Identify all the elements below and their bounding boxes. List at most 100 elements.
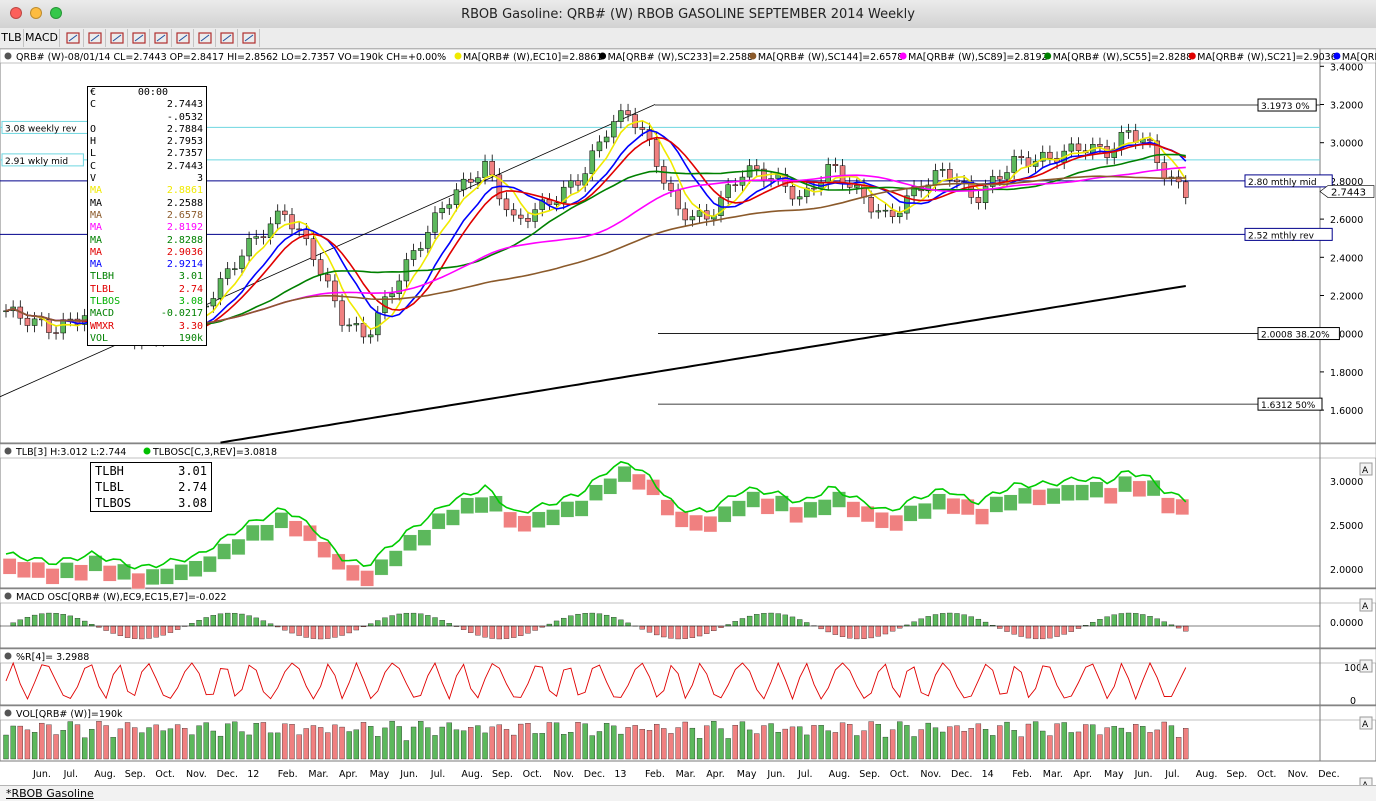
macd-bar (1133, 613, 1138, 626)
macd-bar (976, 619, 981, 626)
macd-pane-toggle-icon[interactable] (5, 593, 12, 600)
x-axis-label: Apr. (706, 769, 725, 780)
macd-bar (833, 626, 838, 635)
chart-type-icon[interactable] (128, 29, 150, 47)
volume-bar (869, 722, 874, 759)
object-icon[interactable] (238, 29, 260, 47)
volume-bar (404, 741, 409, 759)
vol-pane-toggle-icon[interactable] (5, 710, 12, 717)
volume-bar (840, 723, 845, 759)
wr-tick-label: 0 (1350, 696, 1356, 707)
x-axis-label: Feb. (645, 769, 665, 780)
title-icon[interactable] (194, 29, 216, 47)
macd-bar (640, 626, 645, 629)
x-axis-label: Sep. (1226, 769, 1247, 780)
tlb-pane-toggle-icon[interactable] (5, 448, 12, 455)
fork-icon[interactable] (216, 29, 238, 47)
macd-bar (189, 623, 194, 626)
data-window-header: € 00:00 (88, 87, 206, 99)
chart-tab[interactable]: *RBOB Gasoline (6, 787, 94, 800)
chart-window-icon[interactable] (150, 29, 172, 47)
crosshair-icon[interactable] (62, 29, 84, 47)
volume-bar (461, 731, 466, 759)
volume-bar (890, 730, 895, 759)
tlb-block (17, 562, 30, 578)
alert-bell-icon[interactable] (172, 29, 194, 47)
level-label: 2.52 mthly rev (1248, 231, 1315, 241)
tlb-block (1033, 490, 1046, 506)
macd-bar (247, 616, 252, 626)
x-axis-label: Oct. (1257, 769, 1276, 780)
wr-pane-toggle-icon[interactable] (5, 653, 12, 660)
x-axis-label: Mar. (1043, 769, 1063, 780)
macd-bar (826, 626, 831, 632)
zoom-icon[interactable] (106, 29, 128, 47)
data-window-header-time: 00:00 (138, 87, 168, 99)
macd-bar (1148, 616, 1153, 626)
macd-button[interactable]: MACD (24, 29, 60, 47)
macd-bar (1047, 626, 1052, 638)
macd-bar (25, 617, 30, 626)
main-pane-toggle-icon[interactable] (5, 53, 12, 60)
candle-body (518, 215, 523, 218)
data-window-value: 2.7953 (167, 136, 203, 148)
volume-bar (576, 722, 581, 759)
window-titlebar: RBOB Gasoline: QRB# (W) RBOB GASOLINE SE… (0, 0, 1376, 29)
x-axis-label: Nov. (1288, 769, 1309, 780)
data-window-key: MA (90, 222, 102, 234)
macd-bar (61, 614, 66, 626)
bar-style-icon[interactable] (84, 29, 106, 47)
tlb-block (218, 544, 231, 560)
volume-bar (82, 738, 87, 759)
candle-body (211, 298, 216, 306)
macd-bar (683, 626, 688, 639)
tlb-block (918, 503, 931, 519)
macd-bar (940, 613, 945, 626)
macd-bar (397, 614, 402, 626)
macd-bar (468, 626, 473, 633)
volume-bar (118, 729, 123, 759)
macd-bar (1069, 626, 1074, 632)
macd-bar (1005, 626, 1010, 632)
volume-bar (497, 725, 502, 759)
wr-pane-header-bar (0, 649, 1376, 663)
volume-bar (804, 735, 809, 759)
volume-bar (797, 727, 802, 759)
volume-bar (668, 733, 673, 759)
macd-bar (232, 613, 237, 626)
data-window-value: -.0532 (167, 112, 203, 124)
status-bar: *RBOB Gasoline (0, 785, 1376, 801)
candle-body (461, 179, 466, 190)
x-axis-label: May (370, 769, 390, 780)
volume-bar (1119, 728, 1124, 759)
tlb-box-key: TLBH (95, 463, 124, 479)
macd-bar (325, 626, 330, 639)
volume-bar (554, 723, 559, 759)
macd-tick-label: 0.0000 (1330, 618, 1363, 629)
volume-bar (197, 726, 202, 759)
volume-bar (597, 731, 602, 759)
tlb-block (203, 556, 216, 572)
volume-bar (1126, 732, 1131, 759)
x-axis-label: Jul. (63, 769, 78, 780)
ma-legend-dot (1044, 53, 1051, 60)
data-window-value: 2.7443 (167, 99, 203, 111)
macd-bar (890, 626, 895, 631)
volume-bar (704, 726, 709, 759)
volume-bar (218, 736, 223, 759)
data-window-value: 3.01 (179, 271, 203, 283)
tlb-block (933, 494, 946, 510)
tlb-button[interactable]: TLB (0, 29, 24, 47)
x-axis-label: Apr. (339, 769, 358, 780)
candle-body (1012, 156, 1017, 172)
tlbosc-legend-dot (144, 448, 151, 455)
volume-bar (547, 722, 552, 759)
tlb-block (75, 565, 88, 581)
candle-body (232, 269, 237, 270)
macd-bar (154, 626, 159, 637)
tlb-block (604, 478, 617, 494)
